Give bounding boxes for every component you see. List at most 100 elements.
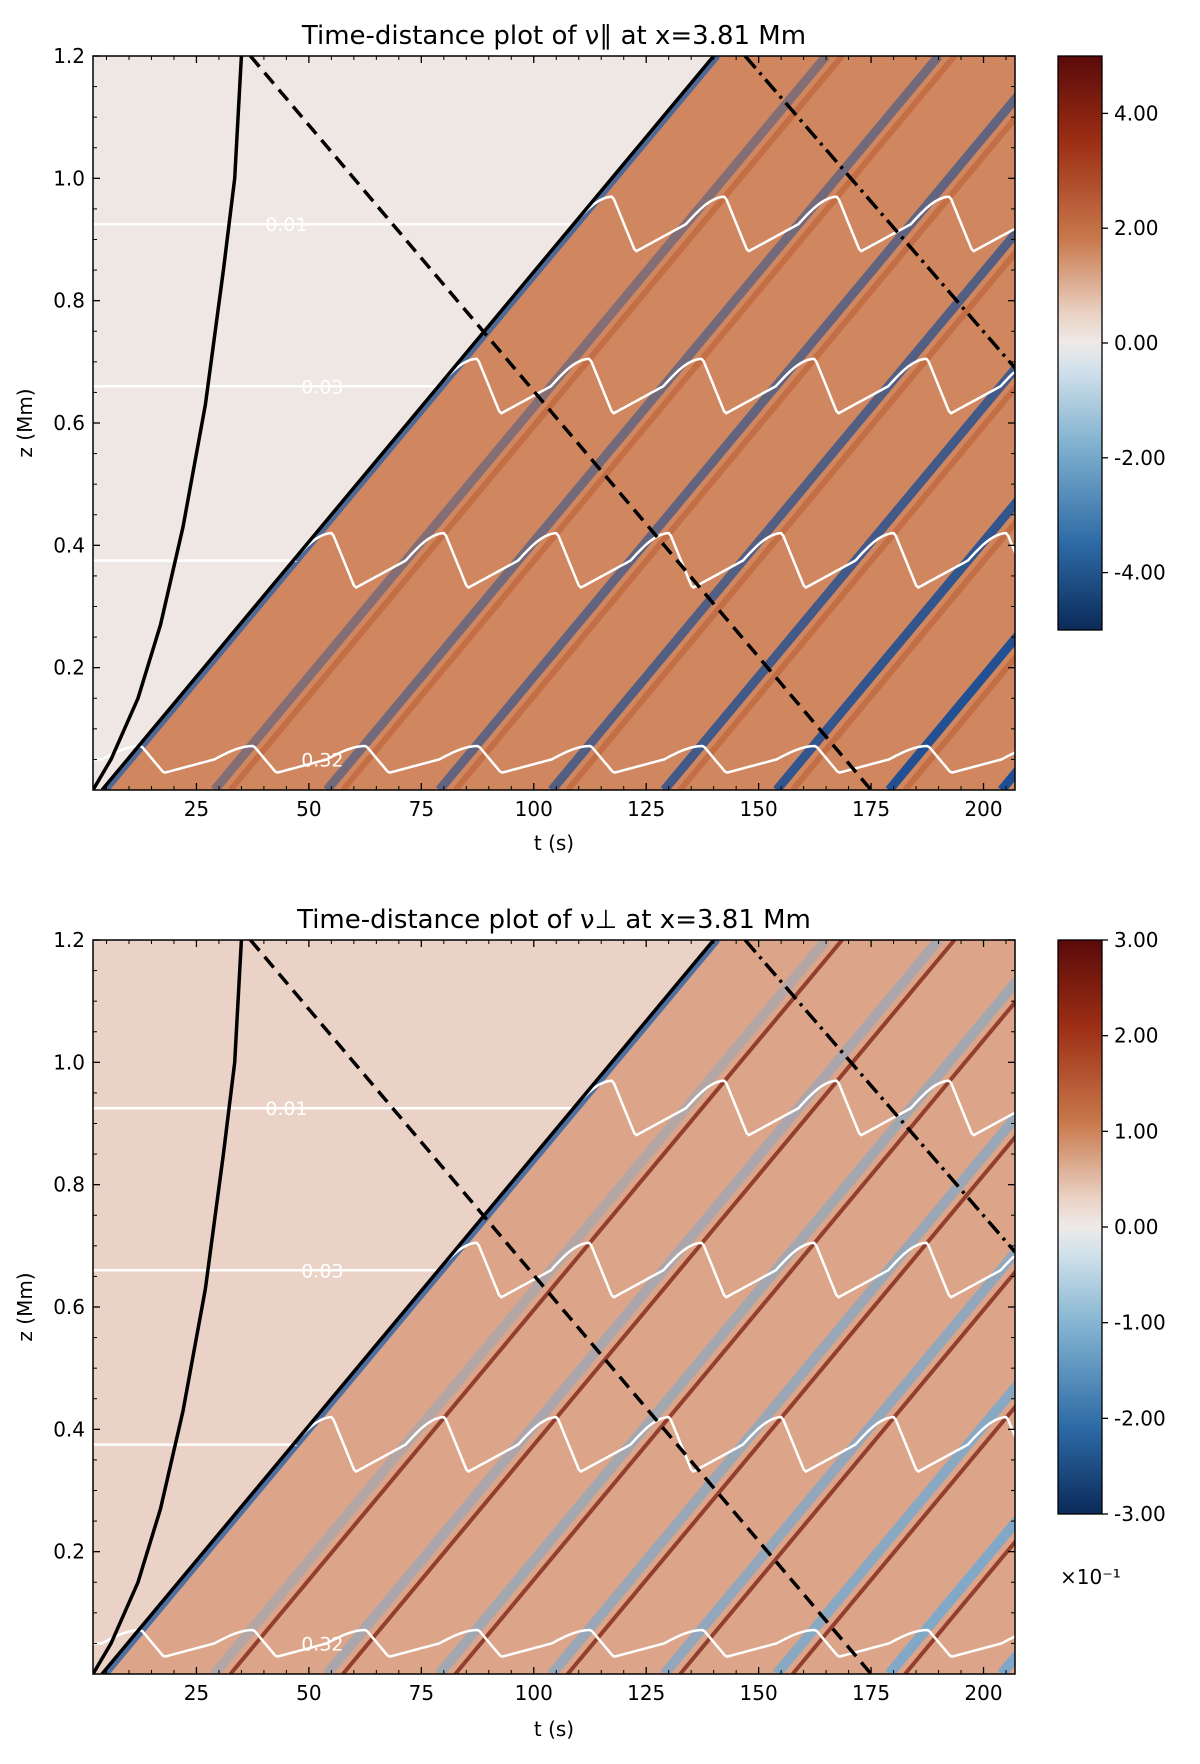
top-colorbar-tick-label: 0.00 (1114, 331, 1159, 355)
bottom-x-tick-label: 100 (515, 1681, 553, 1705)
top-y-tick-label: 0.6 (53, 411, 85, 435)
top-solid-straight-line (100, 56, 716, 790)
top-stripe-negative (210, 56, 830, 790)
bottom-wavefront-band (103, 940, 720, 1674)
bottom-x-axis-label: t (s) (534, 1717, 574, 1741)
top-x-tick-label: 150 (740, 797, 778, 821)
bottom-x-tick-label: 150 (740, 1681, 778, 1705)
bottom-contour-line (93, 1241, 1015, 1299)
bottom-stripe-negative (772, 1380, 1015, 1674)
bottom-y-tick-label: 1.2 (53, 928, 85, 952)
top-dashed-line (249, 56, 873, 790)
top-axes: 25 50 75 100 125 150 175 200 0.2 0.4 0.6 0.8 1.0 1.2 (53, 44, 1016, 821)
top-y-axis-label: z (Mm) (13, 388, 37, 457)
bottom-x-tick-label: 175 (852, 1681, 890, 1705)
bottom-contour-label: 0.32 (301, 1633, 343, 1655)
bottom-stripe-positive (678, 1269, 1015, 1674)
bottom-colorbar-gradient (1057, 939, 1103, 1515)
bottom-colorbar-tick-label: -3.00 (1114, 1502, 1166, 1526)
top-contour-line (93, 357, 1015, 415)
bottom-stripe-positive (453, 999, 1015, 1674)
bottom-solid-straight-line (100, 940, 716, 1674)
top-stripe-positive (1018, 56, 1200, 790)
top-x-tick-label: 75 (409, 797, 434, 821)
bottom-plot-area: 0.01 0.03 0.32 (93, 940, 1200, 1674)
top-y-tick-label: 0.4 (53, 533, 85, 557)
bottom-contour-line (93, 1628, 1015, 1658)
top-colorbar-tick-label: 4.00 (1114, 101, 1159, 125)
top-x-tick-label: 25 (184, 797, 209, 821)
bottom-stripe-positive (1018, 940, 1200, 1674)
bottom-colorbar-multiplier: ×10⁻¹ (1060, 1565, 1121, 1589)
bottom-x-tick-label: 25 (184, 1681, 209, 1705)
top-x-tick-label: 125 (627, 797, 665, 821)
top-contour-line (93, 744, 1015, 774)
top-stripe-positive (565, 248, 1015, 790)
bottom-contour-label: 0.03 (301, 1260, 343, 1282)
top-stripe-positive (902, 653, 1015, 790)
bottom-axes: 25 50 75 100 125 150 175 200 0.2 0.4 0.6 0.8 1.0 1.2 (53, 928, 1016, 1705)
bottom-stripe-negative (885, 1515, 1015, 1674)
top-colorbar-gradient (1057, 55, 1103, 631)
bottom-colorbar-tick-label: -1.00 (1114, 1311, 1166, 1335)
bottom-panel: Time-distance plot of ν⊥ at x=3.81 Mm 0.… (13, 905, 1200, 1741)
top-chart-title: Time-distance plot of ν∥ at x=3.81 Mm (301, 21, 806, 51)
top-x-tick-label: 100 (515, 797, 553, 821)
bottom-stripe-positive (566, 1134, 1015, 1674)
top-colorbar-tick-label: 2.00 (1114, 216, 1159, 240)
bottom-stripe-negative (547, 1110, 1015, 1674)
bottom-x-tick-label: 75 (409, 1681, 434, 1705)
top-contour-label: 0.01 (265, 214, 307, 236)
bottom-solid-curve (93, 940, 244, 1674)
top-y-tick-label: 0.2 (53, 656, 85, 680)
bottom-colorbar-tick-label: 3.00 (1114, 928, 1159, 952)
top-stripe-negative (885, 631, 1015, 790)
bottom-y-tick-label: 0.8 (53, 1173, 85, 1197)
bottom-stripe-negative (210, 940, 830, 1674)
top-x-tick-label: 175 (852, 797, 890, 821)
bottom-y-tick-label: 0.2 (53, 1540, 85, 1564)
top-colorbar-tick-label: -4.00 (1114, 561, 1166, 585)
bottom-colorbar-tick-label: -2.00 (1114, 1406, 1166, 1430)
bottom-heatmap: 0.01 0.03 0.32 (93, 940, 1200, 1674)
top-contour-line (93, 531, 1015, 590)
top-panel: Time-distance plot of ν∥ at x=3.81 Mm 0.… (13, 21, 1200, 855)
bottom-contour-label: 0.01 (265, 1098, 307, 1120)
bottom-stripe-positive (1130, 940, 1200, 1674)
bottom-y-tick-label: 0.4 (53, 1417, 85, 1441)
bottom-stripe-positive (791, 1404, 1015, 1674)
top-dash-dot-line (743, 56, 1015, 370)
bottom-contour-line (93, 1415, 1015, 1474)
bottom-y-tick-label: 0.6 (53, 1295, 85, 1319)
bottom-x-tick-label: 125 (627, 1681, 665, 1705)
top-contour-label: 0.32 (301, 749, 343, 771)
top-stripe-positive (790, 518, 1015, 790)
top-heatmap: 0.01 0.03 0.32 (93, 56, 1200, 790)
top-stripe-positive (677, 383, 1015, 790)
top-wavefront-band (103, 56, 720, 790)
top-stripe-negative (548, 227, 1015, 790)
bottom-stripe-negative (1114, 940, 1200, 1674)
top-colorbar-tick-label: -2.00 (1114, 446, 1166, 470)
top-x-tick-label: 200 (964, 797, 1002, 821)
bottom-colorbar-tick-label: 2.00 (1114, 1024, 1159, 1048)
top-stripe-negative (323, 56, 942, 790)
top-stripe-positive (1130, 56, 1200, 790)
bottom-x-tick-label: 200 (964, 1681, 1002, 1705)
top-solid-curve (93, 56, 244, 790)
top-stripe-negative (773, 496, 1015, 790)
bottom-x-tick-label: 50 (296, 1681, 321, 1705)
top-x-axis-label: t (s) (534, 831, 574, 855)
bottom-stripe-negative (323, 940, 943, 1674)
top-stripe-negative (435, 92, 1015, 790)
bottom-colorbar: 3.00 2.00 1.00 0.00 -1.00 -2.00 -3.00 (1057, 928, 1166, 1526)
bottom-stripe-positive (903, 1538, 1015, 1674)
bottom-y-tick-label: 1.0 (53, 1050, 85, 1074)
top-y-tick-label: 1.0 (53, 166, 85, 190)
top-y-tick-label: 1.2 (53, 44, 85, 68)
top-y-tick-label: 0.8 (53, 289, 85, 313)
top-stripe-positive (453, 113, 1015, 790)
bottom-dashed-line (249, 940, 873, 1674)
top-x-tick-label: 50 (296, 797, 321, 821)
